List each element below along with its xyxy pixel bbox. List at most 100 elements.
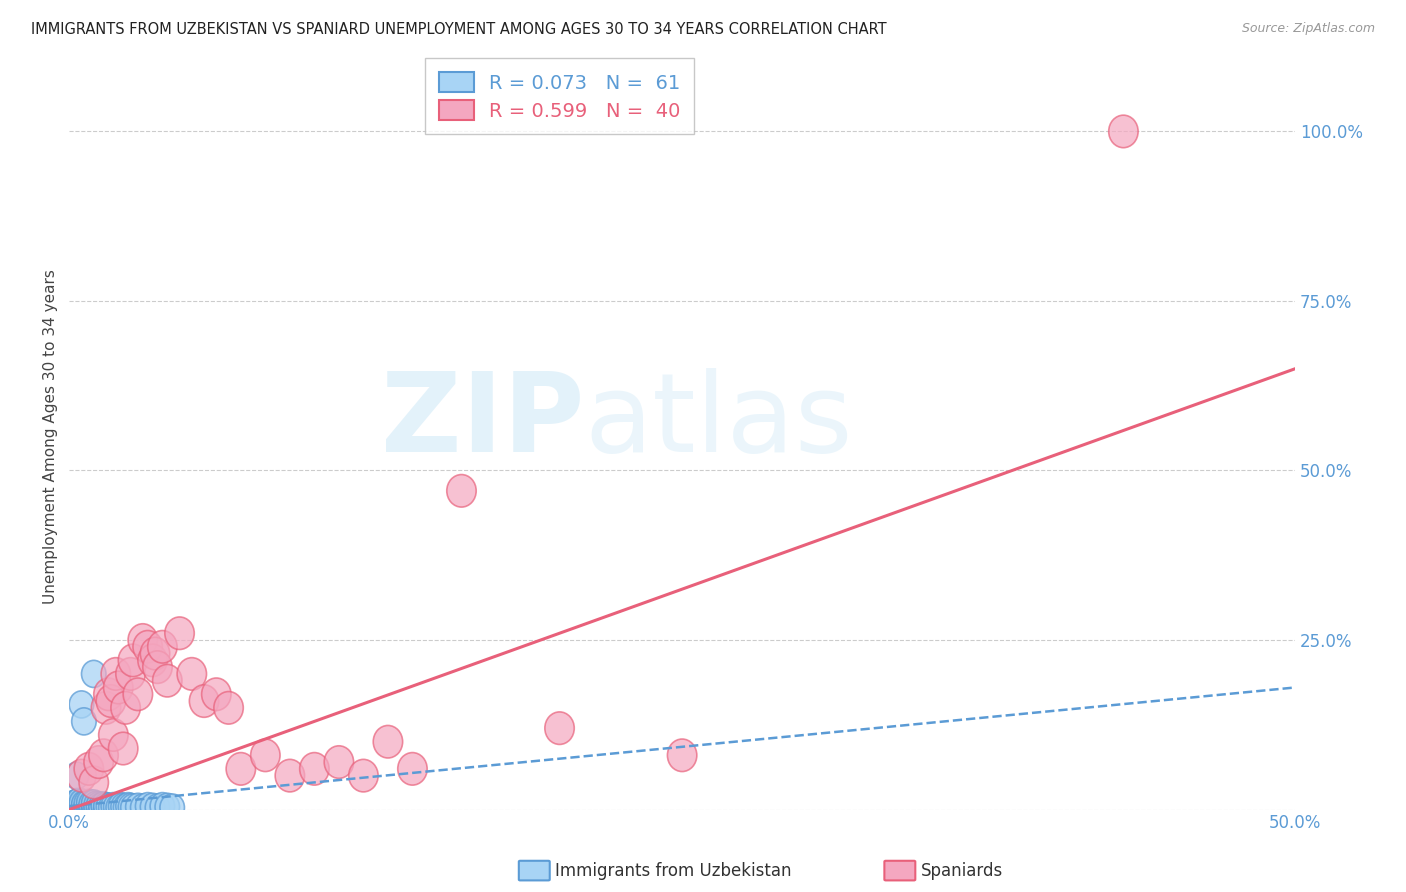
Ellipse shape xyxy=(82,793,105,821)
Ellipse shape xyxy=(76,792,101,819)
Ellipse shape xyxy=(115,657,145,690)
Ellipse shape xyxy=(66,794,91,821)
Ellipse shape xyxy=(76,793,101,821)
Ellipse shape xyxy=(153,665,181,697)
Ellipse shape xyxy=(114,794,138,821)
Ellipse shape xyxy=(325,746,354,779)
Ellipse shape xyxy=(128,624,157,657)
Ellipse shape xyxy=(214,691,243,724)
Ellipse shape xyxy=(138,644,167,677)
Ellipse shape xyxy=(111,691,141,724)
Ellipse shape xyxy=(75,790,98,817)
Ellipse shape xyxy=(86,792,111,819)
Ellipse shape xyxy=(79,793,104,820)
Ellipse shape xyxy=(118,644,148,677)
Ellipse shape xyxy=(349,759,378,792)
Ellipse shape xyxy=(101,793,125,820)
Ellipse shape xyxy=(115,793,141,820)
Ellipse shape xyxy=(69,794,94,821)
Ellipse shape xyxy=(177,657,207,690)
Ellipse shape xyxy=(62,793,86,820)
Ellipse shape xyxy=(91,792,115,819)
Ellipse shape xyxy=(72,792,96,819)
Ellipse shape xyxy=(150,793,174,820)
Ellipse shape xyxy=(201,678,231,711)
Ellipse shape xyxy=(76,789,101,816)
Ellipse shape xyxy=(75,753,104,785)
Ellipse shape xyxy=(91,691,121,724)
Ellipse shape xyxy=(69,789,94,816)
Ellipse shape xyxy=(69,691,94,718)
Ellipse shape xyxy=(131,794,155,821)
Ellipse shape xyxy=(398,753,427,785)
Ellipse shape xyxy=(121,794,145,821)
Ellipse shape xyxy=(79,790,104,818)
Ellipse shape xyxy=(135,793,160,820)
Ellipse shape xyxy=(104,671,134,704)
Ellipse shape xyxy=(66,793,91,820)
Ellipse shape xyxy=(84,746,114,779)
Ellipse shape xyxy=(65,762,89,789)
Ellipse shape xyxy=(65,793,89,821)
Ellipse shape xyxy=(145,794,170,821)
Ellipse shape xyxy=(276,759,305,792)
Ellipse shape xyxy=(96,793,121,821)
Ellipse shape xyxy=(84,791,108,818)
Ellipse shape xyxy=(104,793,128,821)
Ellipse shape xyxy=(1109,115,1137,148)
Ellipse shape xyxy=(125,793,150,821)
Ellipse shape xyxy=(69,793,94,820)
Text: IMMIGRANTS FROM UZBEKISTAN VS SPANIARD UNEMPLOYMENT AMONG AGES 30 TO 34 YEARS CO: IMMIGRANTS FROM UZBEKISTAN VS SPANIARD U… xyxy=(31,22,887,37)
Ellipse shape xyxy=(94,678,124,711)
Ellipse shape xyxy=(141,637,170,670)
Ellipse shape xyxy=(98,719,128,751)
Ellipse shape xyxy=(108,732,138,764)
Ellipse shape xyxy=(66,759,96,792)
Ellipse shape xyxy=(143,651,172,683)
Ellipse shape xyxy=(118,793,143,821)
Ellipse shape xyxy=(101,657,131,690)
Ellipse shape xyxy=(89,793,114,820)
Ellipse shape xyxy=(82,792,105,819)
Ellipse shape xyxy=(98,794,124,821)
Ellipse shape xyxy=(190,685,219,717)
Ellipse shape xyxy=(141,793,165,821)
Ellipse shape xyxy=(546,712,574,745)
Ellipse shape xyxy=(250,739,280,772)
Ellipse shape xyxy=(96,685,125,717)
Text: Source: ZipAtlas.com: Source: ZipAtlas.com xyxy=(1241,22,1375,36)
Ellipse shape xyxy=(84,794,108,821)
Text: Spaniards: Spaniards xyxy=(921,862,1002,880)
Ellipse shape xyxy=(226,753,256,785)
Ellipse shape xyxy=(66,790,91,818)
Ellipse shape xyxy=(111,793,135,821)
Ellipse shape xyxy=(66,788,91,815)
Text: ZIP: ZIP xyxy=(381,368,583,475)
Y-axis label: Unemployment Among Ages 30 to 34 years: Unemployment Among Ages 30 to 34 years xyxy=(44,269,58,604)
Ellipse shape xyxy=(165,617,194,649)
Ellipse shape xyxy=(108,793,134,820)
Ellipse shape xyxy=(160,794,184,821)
Text: atlas: atlas xyxy=(583,368,852,475)
Ellipse shape xyxy=(79,794,104,821)
Ellipse shape xyxy=(72,790,96,818)
Ellipse shape xyxy=(65,789,89,816)
Ellipse shape xyxy=(134,631,162,663)
Ellipse shape xyxy=(89,794,114,821)
Legend: R = 0.073   N =  61, R = 0.599   N =  40: R = 0.073 N = 61, R = 0.599 N = 40 xyxy=(425,58,695,135)
Ellipse shape xyxy=(105,794,131,821)
Ellipse shape xyxy=(668,739,697,772)
Ellipse shape xyxy=(65,792,89,819)
Ellipse shape xyxy=(447,475,477,507)
Ellipse shape xyxy=(373,725,402,758)
Ellipse shape xyxy=(79,766,108,798)
Ellipse shape xyxy=(75,793,98,820)
Text: Immigrants from Uzbekistan: Immigrants from Uzbekistan xyxy=(555,862,792,880)
Ellipse shape xyxy=(62,790,86,818)
Ellipse shape xyxy=(148,631,177,663)
Ellipse shape xyxy=(94,793,118,820)
Ellipse shape xyxy=(82,790,105,817)
Ellipse shape xyxy=(82,660,105,688)
Ellipse shape xyxy=(124,678,153,711)
Ellipse shape xyxy=(72,793,96,821)
